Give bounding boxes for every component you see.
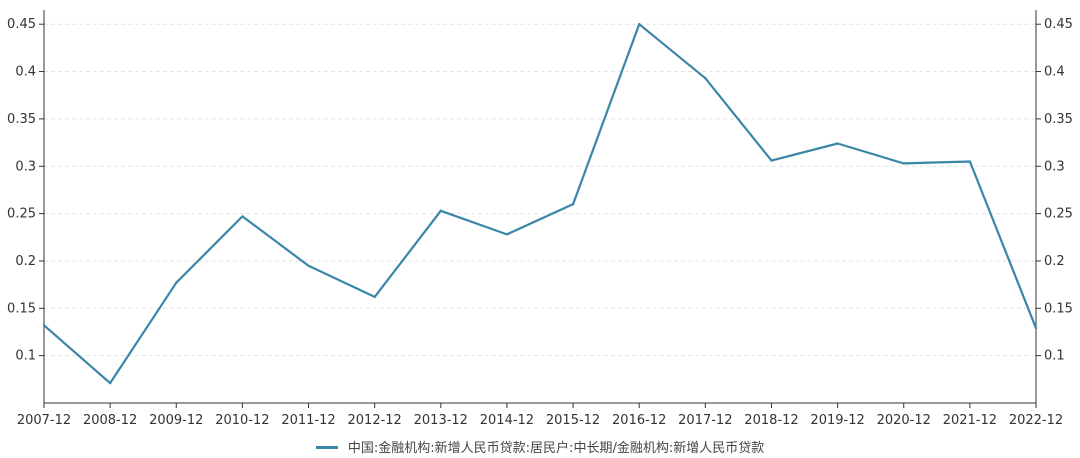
- x-tick-label: 2020-12: [877, 413, 931, 428]
- data-point: [175, 281, 178, 284]
- x-tick-label: 2016-12: [612, 413, 666, 428]
- gridlines: [44, 23, 1036, 357]
- legend-label: 中国:金融机构:新增人民币贷款:居民户:中长期/金融机构:新增人民币贷款: [347, 441, 765, 456]
- y-tick-label-left: 0.35: [7, 112, 36, 127]
- x-tick-label: 2017-12: [678, 413, 732, 428]
- x-tick-label: 2022-12: [1009, 413, 1063, 428]
- y-tick-label-left: 0.15: [7, 301, 36, 316]
- y-tick-label-left: 0.4: [15, 65, 36, 80]
- y-tick-label-left: 0.1: [15, 349, 36, 364]
- y-tick-label-left: 0.3: [15, 159, 36, 174]
- x-tick-label: 2007-12: [17, 413, 71, 428]
- tick-labels: 0.1 0.1 0.15 0.15 0.2 0.2 0.25 0.25 0.3 0.3 0.35 0.…: [7, 17, 1073, 428]
- data-point: [373, 295, 376, 299]
- x-tick-label: 2011-12: [281, 413, 335, 428]
- legend-swatch: [315, 446, 338, 449]
- y-tick-label-right: 0.4: [1044, 65, 1065, 80]
- x-tick-label: 2018-12: [744, 413, 798, 428]
- y-tick-label-right: 0.15: [1044, 301, 1073, 316]
- data-point: [704, 76, 707, 80]
- data-point: [638, 23, 641, 26]
- y-tick-label-right: 0.3: [1044, 159, 1065, 174]
- line-chart: 0.1 0.1 0.15 0.15 0.2 0.2 0.25 0.25 0.3 0.3 0.35 0.…: [7, 10, 1073, 428]
- x-tick-label: 2021-12: [943, 413, 997, 428]
- data-point: [968, 160, 972, 163]
- x-tick-label: 2009-12: [149, 413, 203, 428]
- x-tick-label: 2015-12: [546, 413, 600, 428]
- x-tick-label: 2014-12: [480, 413, 534, 428]
- x-tick-label: 2008-12: [83, 413, 137, 428]
- y-tick-label-left: 0.2: [15, 254, 36, 269]
- y-tick-label-right: 0.25: [1044, 207, 1073, 222]
- series-line: [43, 23, 1038, 385]
- y-tick-label-left: 0.45: [7, 17, 36, 32]
- data-point: [1034, 326, 1038, 330]
- data-point: [836, 142, 839, 145]
- x-tick-label: 2019-12: [810, 413, 864, 428]
- data-point: [307, 264, 310, 267]
- data-point: [439, 209, 442, 212]
- y-tick-label-right: 0.1: [1044, 349, 1065, 364]
- legend[interactable]: 中国:金融机构:新增人民币贷款:居民户:中长期/金融机构:新增人民币贷款: [0, 437, 1080, 456]
- data-point: [108, 381, 112, 385]
- axes: [39, 10, 1041, 408]
- data-point: [902, 162, 905, 165]
- data-point: [571, 202, 575, 206]
- y-tick-label-right: 0.2: [1044, 254, 1065, 269]
- data-point: [770, 159, 773, 162]
- x-tick-label: 2010-12: [215, 413, 269, 428]
- series-lines: [42, 23, 1038, 385]
- x-tick-label: 2013-12: [414, 413, 468, 428]
- data-point: [505, 233, 509, 236]
- y-tick-label-left: 0.25: [7, 207, 36, 222]
- y-tick-label-right: 0.45: [1044, 17, 1073, 32]
- y-tick-label-right: 0.35: [1044, 112, 1073, 127]
- x-tick-label: 2012-12: [348, 413, 402, 428]
- data-point: [241, 215, 244, 218]
- data-point: [42, 324, 46, 327]
